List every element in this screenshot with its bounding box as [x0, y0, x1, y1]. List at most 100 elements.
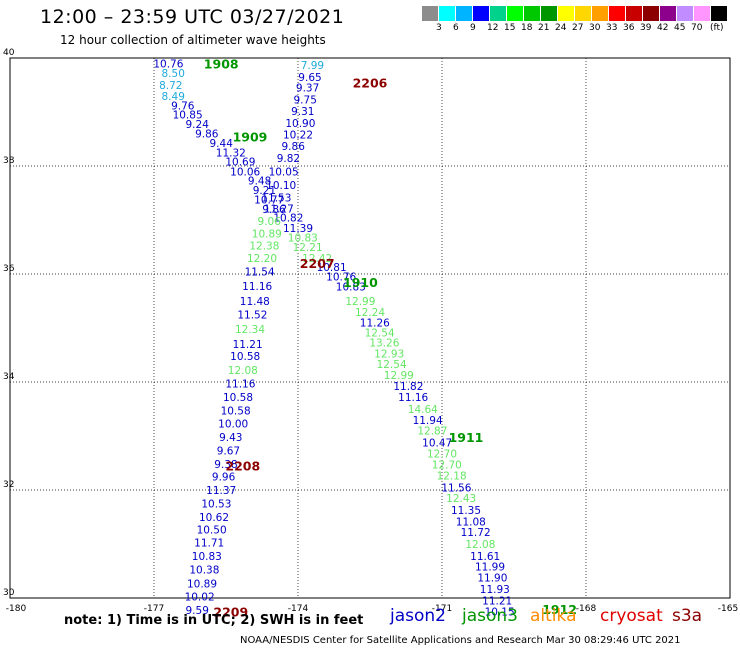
wave-height-point: 11.82: [393, 381, 423, 393]
color-scale-swatch: [490, 6, 506, 21]
wave-height-point: 9.75: [294, 95, 317, 107]
wave-height-point: 9.65: [298, 72, 321, 84]
wave-height-point: 10.77: [254, 194, 284, 206]
wave-height-point: 12.43: [446, 493, 476, 505]
wave-height-point: 12.38: [249, 240, 279, 252]
color-scale-swatch: [711, 6, 727, 21]
wave-height-point: 9.86: [195, 129, 219, 141]
x-tick-label: -171: [432, 604, 452, 614]
wave-height-point: 10.38: [189, 564, 219, 576]
wave-height-point: 10.76: [153, 58, 183, 70]
wave-height-point: 12.99: [384, 370, 414, 382]
wave-height-point: 10.89: [187, 578, 217, 590]
color-scale-label: 24: [555, 23, 567, 33]
satellite-legend-s3a: s3a: [672, 606, 703, 626]
wave-height-point: 12.18: [437, 470, 467, 482]
color-scale-label: 18: [521, 23, 533, 33]
satellite-legend-jason2: jason2: [390, 606, 446, 626]
x-tick-label: -174: [288, 604, 309, 614]
wave-height-point: 9.44: [210, 138, 234, 150]
y-tick-label: 32: [3, 480, 14, 490]
wave-height-point: 10.90: [285, 118, 315, 130]
wave-height-point: 14.64: [408, 404, 438, 416]
color-scale-swatch: [507, 6, 523, 21]
color-scale-swatch: [524, 6, 540, 21]
wave-height-point: 11.56: [441, 482, 471, 494]
color-scale-swatch: [439, 6, 455, 21]
color-scale-swatch: [473, 6, 489, 21]
wave-height-point: 12.21: [293, 242, 323, 254]
wave-height-point: 12.24: [355, 307, 385, 319]
wave-height-point: 10.83: [192, 551, 222, 563]
color-scale-label: 36: [623, 23, 635, 33]
time-label: 1908: [204, 56, 239, 71]
wave-height-point: 13.26: [369, 338, 399, 350]
wave-height-point: 8.72: [159, 80, 182, 92]
wave-height-point: 11.16: [242, 281, 272, 293]
color-scale-swatch: [422, 6, 438, 21]
plot-frame: [9, 57, 731, 599]
wave-height-point: 11.71: [194, 537, 224, 549]
satellite-legend-jason3: jason3: [462, 606, 518, 626]
wave-height-point: 11.08: [456, 516, 486, 528]
wave-height-point: 10.10: [266, 180, 296, 192]
color-scale-label: 9: [470, 23, 476, 33]
wave-height-point: 10.58: [230, 351, 260, 363]
wave-height-point: 10.58: [223, 392, 253, 404]
color-scale-swatch: [456, 6, 472, 21]
color-scale-swatch: [575, 6, 591, 21]
wave-height-point: 10.15: [485, 607, 515, 619]
wave-height-point: 9.43: [219, 432, 242, 444]
wave-height-point: 9.76: [171, 101, 195, 113]
wave-height-point: 11.94: [413, 415, 443, 427]
wave-height-point: 10.82: [273, 212, 303, 224]
color-scale-swatch: [660, 6, 676, 21]
wave-height-point: 12.08: [465, 539, 495, 551]
wave-height-point: 11.16: [225, 379, 255, 391]
wave-height-point: 9.37: [296, 83, 319, 95]
time-label: 2208: [225, 459, 260, 474]
color-scale-label: 70: [691, 23, 703, 33]
time-label: 1911: [449, 430, 484, 445]
x-tick-label: -168: [576, 604, 597, 614]
y-tick-label: 40: [3, 48, 15, 58]
color-scale-unit: (ft): [710, 23, 724, 33]
wave-height-point: 10.81: [317, 262, 347, 274]
satellite-legend-altika: altika: [530, 606, 577, 626]
wave-height-point: 9.86: [282, 141, 306, 153]
wave-height-point: 10.89: [252, 229, 282, 241]
wave-height-point: 10.83: [336, 281, 366, 293]
color-scale-label: 12: [487, 23, 499, 33]
wave-height-point: 10.53: [201, 499, 231, 511]
wave-height-point: 12.20: [247, 253, 277, 265]
wave-height-point: 11.37: [206, 485, 236, 497]
time-label: 1910: [343, 275, 378, 290]
color-scale-swatch: [626, 6, 642, 21]
wave-height-point: 8.50: [162, 68, 185, 80]
wave-height-point: 9.31: [291, 106, 314, 118]
wave-height-point: 11.54: [245, 266, 275, 278]
color-scale-swatch: [592, 6, 608, 21]
wave-height-point: 9.67: [217, 446, 240, 458]
wave-height-point: 10.85: [173, 110, 203, 122]
wave-height-point: 11.39: [283, 223, 313, 235]
time-label: 1909: [233, 129, 268, 144]
wave-height-point: 12.93: [374, 348, 404, 360]
color-scale-label: 27: [572, 23, 584, 33]
time-label: 2209: [213, 605, 248, 620]
wave-height-point: 10.02: [185, 591, 215, 603]
wave-height-point: 11.16: [398, 392, 428, 404]
wave-height-point: 10.83: [288, 232, 318, 244]
wave-height-point: 10.50: [197, 524, 227, 536]
footer-credit: NOAA/NESDIS Center for Satellite Applica…: [240, 635, 681, 646]
color-scale-label: 6: [453, 23, 459, 33]
time-label: 1912: [542, 602, 577, 617]
wave-height-point: 9.38: [214, 459, 237, 471]
wave-height-point: 12.08: [228, 365, 258, 377]
wave-height-point: 12.70: [432, 460, 462, 472]
wave-height-point: 10.06: [230, 166, 260, 178]
wave-height-point: 11.53: [261, 192, 291, 204]
color-scale-label: 21: [538, 23, 550, 33]
note-text: note: 1) Time is in UTC; 2) SWH is in fe…: [64, 613, 364, 628]
wave-height-point: 11.99: [475, 562, 505, 574]
